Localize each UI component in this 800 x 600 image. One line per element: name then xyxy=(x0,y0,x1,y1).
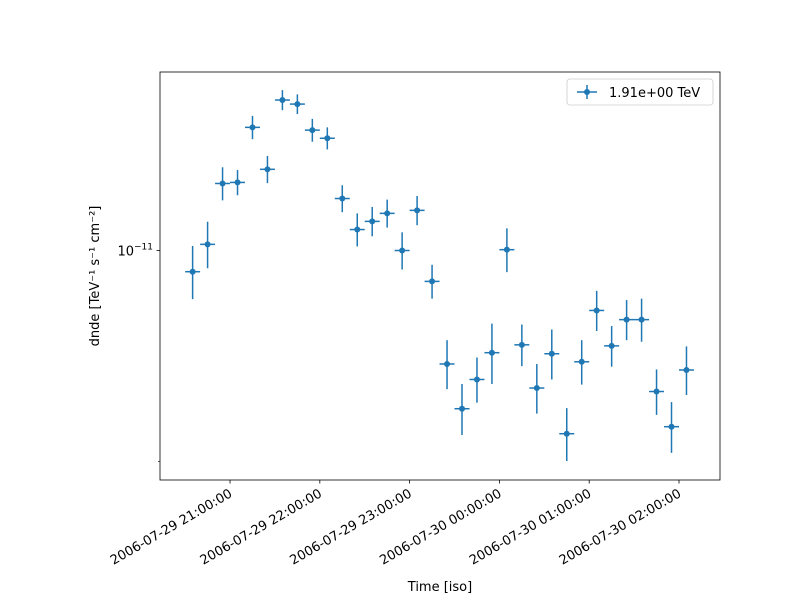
legend-box xyxy=(566,78,714,106)
data-point xyxy=(444,360,451,367)
data-point xyxy=(384,210,391,217)
data-point xyxy=(399,247,406,254)
y-axis-label: dnde [TeV⁻¹ s⁻¹ cm⁻²] xyxy=(88,206,103,347)
data-point xyxy=(234,179,241,186)
data-point xyxy=(219,180,226,187)
data-point xyxy=(294,101,301,108)
data-point xyxy=(324,135,331,142)
data-point xyxy=(473,376,480,383)
data-point xyxy=(369,218,376,225)
data-point xyxy=(249,124,256,131)
data-point xyxy=(608,342,615,349)
data-point xyxy=(653,388,660,395)
data-point xyxy=(264,166,271,173)
legend-label: 1.91e+00 TeV xyxy=(609,86,700,101)
data-point xyxy=(204,241,211,248)
y-tick-base: 10 xyxy=(117,245,134,260)
data-point xyxy=(488,349,495,356)
data-point xyxy=(414,207,421,214)
data-point xyxy=(189,268,196,275)
data-point xyxy=(518,341,525,348)
data-point xyxy=(683,366,690,373)
data-point xyxy=(309,127,316,134)
data-point xyxy=(668,423,675,430)
x-axis-label: Time [iso] xyxy=(407,580,472,595)
plot-frame xyxy=(159,71,721,481)
data-point xyxy=(503,246,510,253)
data-point xyxy=(563,430,570,437)
data-point xyxy=(623,316,630,323)
data-point xyxy=(279,97,286,104)
data-point xyxy=(638,316,645,323)
data-point xyxy=(354,226,361,233)
data-point xyxy=(339,195,346,202)
y-tick-exponent: −11 xyxy=(134,243,153,253)
data-point xyxy=(593,307,600,314)
data-point xyxy=(578,358,585,365)
data-point xyxy=(548,350,555,357)
data-point xyxy=(533,385,540,392)
y-tick-label: 10−11 xyxy=(117,243,153,260)
legend-marker xyxy=(584,89,590,95)
data-point xyxy=(458,405,465,412)
data-point xyxy=(429,278,436,285)
